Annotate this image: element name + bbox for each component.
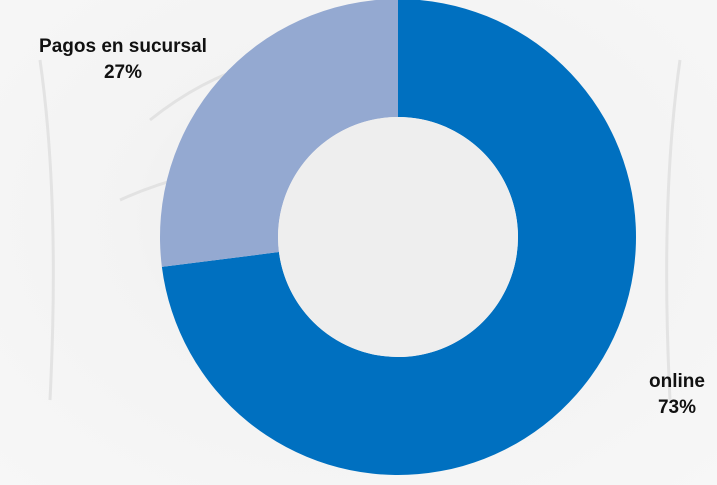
online-slice-label: online 73% — [637, 369, 717, 421]
online-slice-value: 73% — [657, 397, 697, 418]
branch-slice-name: Pagos en sucursal — [39, 36, 207, 57]
slice-pagos-en-sucursal — [160, 0, 398, 267]
slice-online — [161, 0, 636, 475]
donut-hole — [278, 117, 518, 357]
online-slice-name: online — [649, 371, 705, 392]
branch-slice-label: Pagos en sucursal 27% — [8, 34, 238, 86]
branch-slice-value: 27% — [103, 62, 143, 83]
